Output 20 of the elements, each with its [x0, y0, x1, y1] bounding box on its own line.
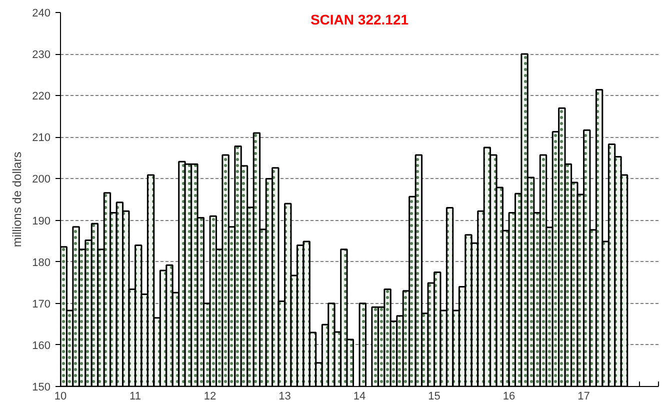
y-tick-label: 240 [32, 8, 51, 20]
y-tick-label: 190 [32, 215, 51, 228]
x-tick-label: 10 [54, 390, 67, 402]
chart-title: SCIAN 322.121 [310, 12, 409, 28]
x-tick-label: 15 [428, 390, 440, 402]
x-tick-label: 12 [204, 390, 216, 402]
y-tick-label: 230 [32, 49, 51, 62]
y-tick-label: 200 [32, 174, 51, 186]
y-tick-label: 150 [32, 382, 51, 394]
x-tick-label: 14 [353, 390, 366, 402]
y-tick-label: 220 [32, 90, 51, 103]
y-tick-label: 170 [32, 298, 51, 310]
x-tick-label: 13 [278, 390, 291, 402]
x-tick-label: 11 [130, 390, 141, 402]
y-tick-label: 180 [32, 256, 51, 269]
y-axis-title: millions de dollars [10, 152, 24, 248]
x-tick-label: 16 [502, 390, 516, 402]
y-tick-label: 210 [32, 132, 51, 144]
x-tick-label: 17 [578, 390, 590, 402]
y-tick-label: 160 [32, 340, 51, 352]
